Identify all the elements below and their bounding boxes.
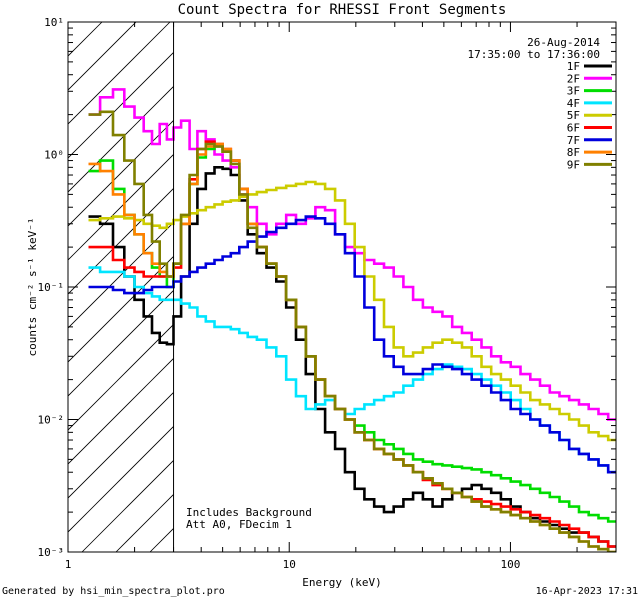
y-axis: 10¹ 10⁰ 10⁻¹ 10⁻² 10⁻³ xyxy=(38,16,616,559)
hatch-line xyxy=(68,51,174,159)
legend-label-9F: 9F xyxy=(567,158,580,171)
hatch-line xyxy=(68,289,174,397)
series-line-7F xyxy=(88,215,616,474)
series-line-3F xyxy=(88,145,616,523)
y-tick-label: 10⁰ xyxy=(44,149,64,162)
legend-label-8F: 8F xyxy=(567,146,580,159)
series-line-5F xyxy=(88,180,616,442)
x-tick-label: 10 xyxy=(283,558,296,571)
footer-timestamp: 16-Apr-2023 17:31 xyxy=(536,586,638,597)
hatch-line xyxy=(68,85,174,193)
y-tick-label: 10¹ xyxy=(44,16,64,29)
y-tick-label: 10⁻³ xyxy=(38,546,65,559)
legend-label-1F: 1F xyxy=(567,60,580,73)
hatch-line xyxy=(68,425,174,533)
plot-frame xyxy=(67,21,617,553)
series-line-4F xyxy=(88,266,616,474)
series-group xyxy=(88,88,616,552)
chart-title: Count Spectra for RHESSI Front Segments xyxy=(178,2,507,18)
legend-time-range: 17:35:00 to 17:36:00 xyxy=(468,48,600,61)
footer-generated-by: Generated by hsi_min_spectra_plot.pro xyxy=(2,586,225,597)
annotation-attenuator: Att A0, FDecim 1 xyxy=(186,518,292,531)
hatch-line xyxy=(81,459,174,552)
series-line-8F xyxy=(88,142,616,552)
legend-label-6F: 6F xyxy=(567,122,580,135)
y-tick-label: 10⁻¹ xyxy=(38,281,65,294)
legend-date: 26-Aug-2014 xyxy=(527,36,600,49)
hatch-line xyxy=(68,391,174,499)
y-tick-label: 10⁻² xyxy=(38,414,65,427)
x-tick-label: 1 xyxy=(65,558,72,571)
hatch-line xyxy=(115,493,174,552)
y-axis-label: counts cm⁻² s⁻¹ keV⁻¹ xyxy=(26,217,39,356)
legend-label-2F: 2F xyxy=(567,72,580,85)
legend-label-5F: 5F xyxy=(567,109,580,122)
x-tick-label: 100 xyxy=(501,558,521,571)
series-line-9F xyxy=(88,110,616,552)
legend-label-3F: 3F xyxy=(567,85,580,98)
legend-label-7F: 7F xyxy=(567,134,580,147)
annotation-background: Includes Background xyxy=(186,506,312,519)
legend-label-4F: 4F xyxy=(567,97,580,110)
x-axis-label: Energy (keV) xyxy=(302,576,381,589)
hatch-line xyxy=(68,22,171,125)
